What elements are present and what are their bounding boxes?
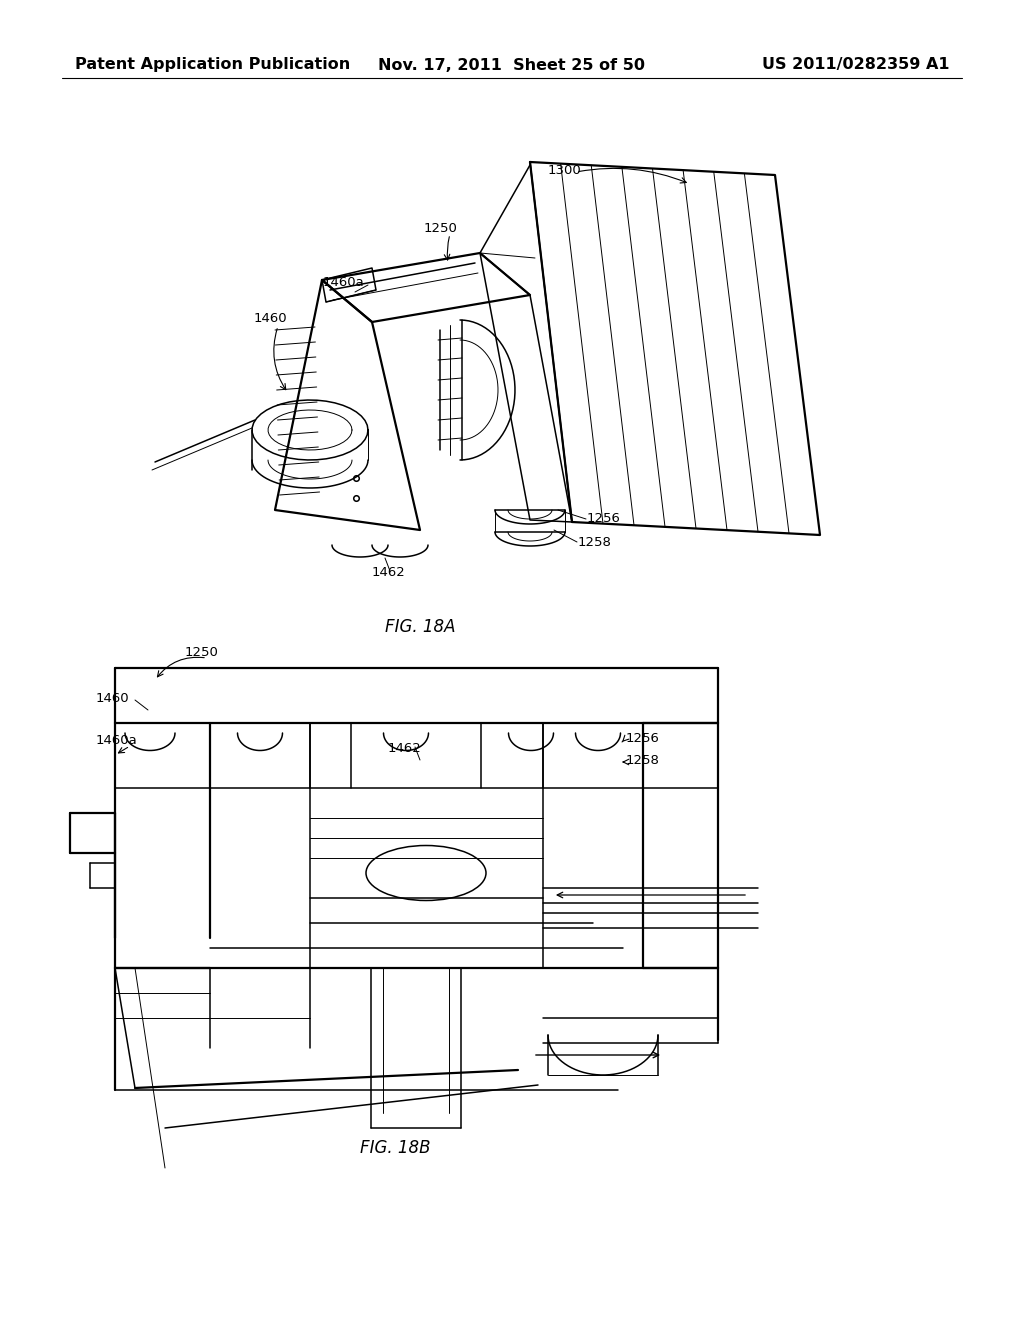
Text: 1258: 1258 [578, 536, 612, 549]
Text: 1460a: 1460a [96, 734, 138, 747]
Text: 1250: 1250 [424, 222, 458, 235]
Text: 1250: 1250 [185, 645, 219, 659]
Text: Nov. 17, 2011  Sheet 25 of 50: Nov. 17, 2011 Sheet 25 of 50 [379, 58, 645, 73]
Text: 1462: 1462 [388, 742, 422, 755]
Text: 1460a: 1460a [323, 276, 365, 289]
Text: Patent Application Publication: Patent Application Publication [75, 58, 350, 73]
Text: FIG. 18A: FIG. 18A [385, 618, 456, 636]
Text: 1258: 1258 [626, 754, 659, 767]
Text: FIG. 18B: FIG. 18B [359, 1139, 430, 1158]
Text: 1462: 1462 [372, 566, 406, 579]
Text: US 2011/0282359 A1: US 2011/0282359 A1 [763, 58, 950, 73]
Text: 1300: 1300 [548, 164, 582, 177]
Text: 1256: 1256 [626, 731, 659, 744]
Text: 1256: 1256 [587, 512, 621, 525]
Text: 1460: 1460 [96, 692, 130, 705]
Text: 1460: 1460 [254, 312, 288, 325]
